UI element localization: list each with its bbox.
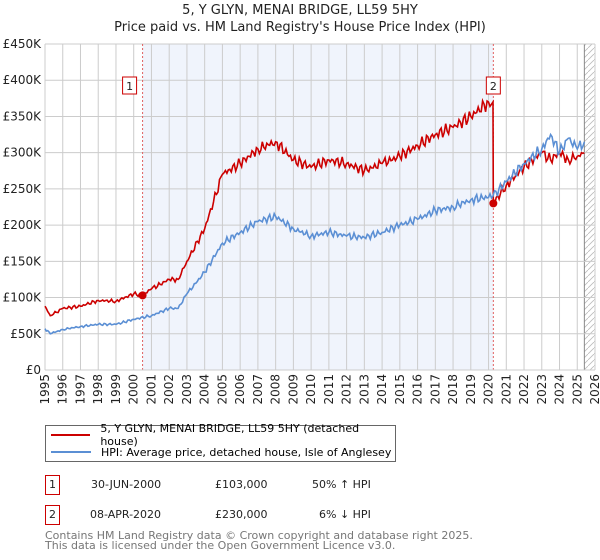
x-tick-label: 2004 xyxy=(198,374,212,405)
x-tick-label: 2013 xyxy=(357,374,371,405)
x-tick-label: 2017 xyxy=(428,374,442,405)
footer-copyright: Contains HM Land Registry data © Crown c… xyxy=(45,529,473,542)
legend-item-hpi: HPI: Average price, detached house, Isle… xyxy=(51,444,391,460)
y-tick-label: £100K xyxy=(3,291,43,305)
transaction-date: 08-APR-2020 xyxy=(90,508,162,521)
x-tick-label: 2015 xyxy=(393,374,407,405)
chart-subtitle: Price paid vs. HM Land Registry's House … xyxy=(114,20,486,35)
x-tick-label: 2007 xyxy=(251,374,265,405)
y-tick-label: £150K xyxy=(3,254,43,268)
x-tick-label: 2011 xyxy=(322,374,336,405)
sale-label-border xyxy=(122,76,138,95)
legend-swatch-red xyxy=(51,434,91,436)
chart-title: 5, Y GLYN, MENAI BRIDGE, LL59 5HY xyxy=(182,3,418,18)
x-tick-label: 2010 xyxy=(304,374,318,405)
transaction-marker: 2 xyxy=(45,505,60,525)
legend-item-property: 5, Y GLYN, MENAI BRIDGE, LL59 5HY (detac… xyxy=(51,422,395,448)
y-tick-label: £250K xyxy=(3,182,43,196)
legend: 5, Y GLYN, MENAI BRIDGE, LL59 5HY (detac… xyxy=(45,422,396,462)
legend-label: 5, Y GLYN, MENAI BRIDGE, LL59 5HY (detac… xyxy=(100,422,360,448)
ownership-shade xyxy=(142,44,494,370)
x-tick-label: 2000 xyxy=(127,374,141,405)
x-tick-label: 2002 xyxy=(162,374,176,405)
x-tick-label: 2018 xyxy=(446,374,460,405)
y-tick-label: £400K xyxy=(3,73,43,87)
x-tick-label: 2012 xyxy=(340,374,354,405)
sale-label-box: 1 xyxy=(122,76,138,95)
y-tick-label: £50K xyxy=(10,327,42,341)
x-tick-label: 2005 xyxy=(215,374,229,405)
x-tick-label: 2020 xyxy=(482,374,496,405)
y-tick-label: £300K xyxy=(3,146,43,160)
x-tick-label: 2024 xyxy=(553,374,567,405)
x-tick-label: 1996 xyxy=(56,374,70,405)
x-tick-label: 2026 xyxy=(588,374,600,405)
y-tick-label: £450K xyxy=(3,37,43,51)
price-chart: £0 £50K £100K £150K £200K £250K £300K £350K £400… xyxy=(3,37,600,405)
legend-label: HPI: Average price, detached house, Isle… xyxy=(101,445,392,459)
sale-label-text: 1 xyxy=(126,80,133,93)
legend-swatch-blue xyxy=(51,451,91,453)
x-tick-label: 2022 xyxy=(517,374,531,405)
transaction-hpi: 50% ↑ HPI xyxy=(312,478,371,491)
sale-point xyxy=(489,199,498,208)
x-tick-label: 2014 xyxy=(375,374,389,405)
x-tick-label: 2021 xyxy=(499,374,513,405)
x-tick-label: 1995 xyxy=(38,374,52,405)
x-tick-label: 2019 xyxy=(464,374,478,405)
transaction-price: £230,000 xyxy=(215,508,268,521)
x-tick-label: 1997 xyxy=(73,374,87,405)
footer-licence: This data is licensed under the Open Gov… xyxy=(45,539,396,552)
sale-point xyxy=(138,291,147,300)
x-tick-label: 2001 xyxy=(144,374,158,405)
x-tick-label: 2023 xyxy=(535,374,549,405)
x-tick-label: 2009 xyxy=(286,374,300,405)
transaction-hpi: 6% ↓ HPI xyxy=(319,508,371,521)
y-tick-label: £0 xyxy=(26,363,41,377)
x-tick-label: 2008 xyxy=(269,374,283,405)
transaction-marker: 1 xyxy=(45,475,60,495)
sale-label-border xyxy=(485,76,501,95)
forecast-hatch xyxy=(584,44,595,370)
x-tick-label: 1998 xyxy=(91,374,105,405)
sale-label-text: 2 xyxy=(490,80,497,93)
x-tick-label: 2006 xyxy=(233,374,247,405)
x-tick-label: 2025 xyxy=(570,374,584,405)
sale-label-box: 2 xyxy=(485,76,501,95)
x-tick-label: 2016 xyxy=(411,374,425,405)
x-tick-label: 2003 xyxy=(180,374,194,405)
y-tick-label: £350K xyxy=(3,109,43,123)
transaction-date: 30-JUN-2000 xyxy=(91,478,162,491)
x-tick-label: 1999 xyxy=(109,374,123,405)
transaction-price: £103,000 xyxy=(215,478,268,491)
y-tick-label: £200K xyxy=(3,218,43,232)
hpi-line xyxy=(44,132,586,335)
